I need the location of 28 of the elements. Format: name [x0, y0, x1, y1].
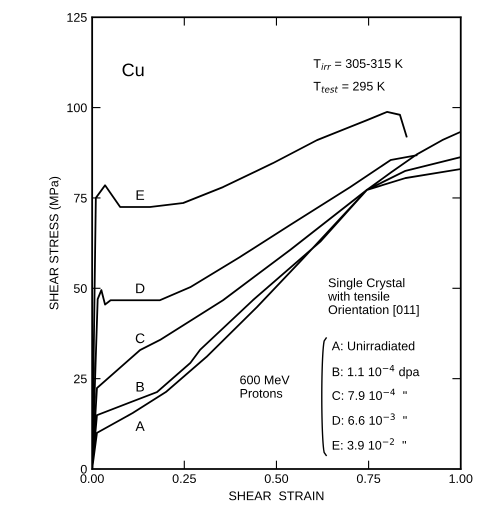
x-tick-label: 0.25 — [172, 474, 196, 484]
series-label: E — [136, 190, 144, 200]
x-tick-label: 0.50 — [264, 474, 288, 484]
y-tick-label: 0 — [80, 464, 87, 474]
annotation: D: 6.6 10$^{−3}$ " — [332, 413, 407, 425]
annotation: 600 MeV Protons — [240, 375, 290, 398]
series-label: A — [135, 421, 145, 431]
series-label: D — [136, 284, 144, 294]
y-axis-title: SHEAR STRESS (MPa) — [49, 176, 61, 310]
series-label: B — [136, 382, 144, 392]
annotation: E: 3.9 10$^{−2}$ " — [332, 438, 406, 450]
annotation: Cu — [122, 64, 144, 76]
x-axis-title: SHEAR STRAIN — [229, 491, 324, 500]
annotation: A: Unirradiated — [332, 341, 414, 350]
annotation: B: 1.1 10$^{−4}$ dpa — [332, 364, 420, 379]
y-tick-label: 75 — [74, 194, 87, 203]
y-tick-label: 50 — [74, 284, 87, 293]
annotation: T$_{irr}$ = 305-315 K — [314, 59, 403, 70]
annotation: Single Crystal with tensile Orientation [011] — [328, 278, 419, 317]
y-tick-label: 125 — [67, 13, 87, 22]
series-label: C — [136, 333, 145, 344]
x-tick-label: 0.00 — [80, 474, 104, 484]
annotation: C: 7.9 10$^{−4}$ " — [332, 388, 407, 400]
x-tick-label: 0.75 — [356, 474, 380, 484]
y-tick-label: 100 — [67, 103, 87, 112]
x-tick-label: 1.00 — [450, 474, 472, 484]
annotation: T$_{test}$ = 295 K — [314, 82, 385, 93]
y-tick-label: 25 — [74, 374, 87, 384]
